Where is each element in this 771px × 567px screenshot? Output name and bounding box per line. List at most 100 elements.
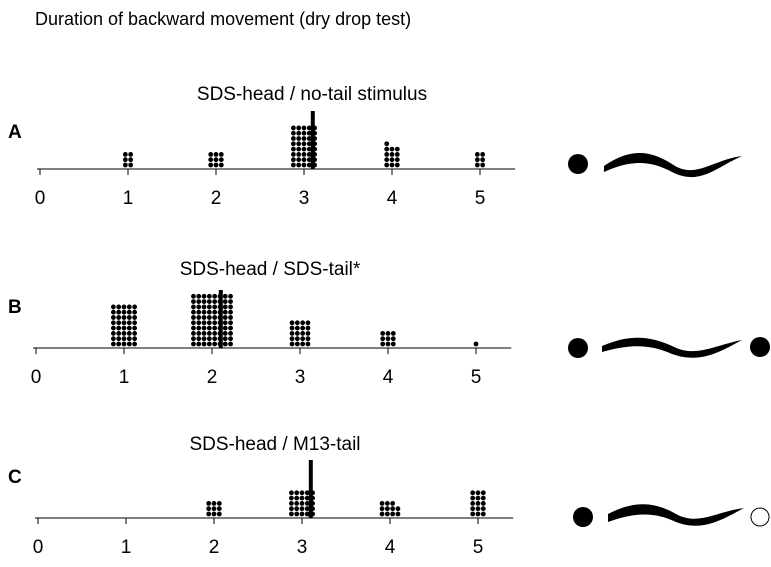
dot	[122, 320, 127, 325]
dot	[380, 512, 385, 517]
dot	[116, 342, 121, 347]
dot	[127, 331, 132, 336]
dot	[300, 490, 305, 495]
dot	[196, 342, 201, 347]
dot	[127, 336, 132, 341]
dot	[206, 506, 211, 511]
dot	[223, 305, 228, 310]
dot	[202, 331, 207, 336]
dot	[391, 331, 396, 336]
dot	[390, 157, 395, 162]
dot	[191, 305, 196, 310]
dot	[196, 305, 201, 310]
dot	[122, 315, 127, 320]
dot-stack	[111, 305, 137, 347]
dot	[122, 336, 127, 341]
dot	[212, 342, 217, 347]
dot	[223, 310, 228, 315]
dot	[481, 501, 486, 506]
x-tick-label: 1	[121, 537, 132, 558]
dot	[300, 326, 305, 331]
dot	[391, 342, 396, 347]
dot	[390, 152, 395, 157]
dot	[384, 152, 389, 157]
dot	[470, 496, 475, 501]
dot-stack	[475, 152, 485, 167]
dot	[384, 157, 389, 162]
dot	[196, 326, 201, 331]
dot	[127, 315, 132, 320]
dot	[302, 157, 307, 162]
panel-title: SDS-head / SDS-tail*	[180, 259, 361, 280]
dot	[122, 305, 127, 310]
dot	[390, 506, 395, 511]
dot	[202, 299, 207, 304]
dot	[380, 331, 385, 336]
dot	[480, 163, 485, 168]
dot	[132, 331, 137, 336]
dot	[212, 320, 217, 325]
dot-stack	[290, 320, 311, 346]
x-tick-label: 0	[31, 367, 42, 388]
dot	[196, 331, 201, 336]
dot	[223, 326, 228, 331]
x-tick-label: 4	[383, 367, 394, 388]
dot	[122, 331, 127, 336]
dot	[380, 336, 385, 341]
dot	[300, 336, 305, 341]
dot	[228, 299, 233, 304]
dot	[296, 141, 301, 146]
dot	[296, 157, 301, 162]
dot	[300, 496, 305, 501]
dot	[207, 315, 212, 320]
dot	[223, 331, 228, 336]
dot	[207, 294, 212, 299]
dot	[127, 320, 132, 325]
x-tick-label: 4	[387, 188, 398, 209]
dot-stack	[123, 152, 133, 167]
dot	[291, 157, 296, 162]
dot	[476, 512, 481, 517]
dot	[123, 163, 128, 168]
dot-stack	[191, 294, 233, 347]
dot	[481, 496, 486, 501]
dot	[111, 310, 116, 315]
dot	[302, 131, 307, 136]
dot	[290, 331, 295, 336]
dot	[217, 506, 222, 511]
dot	[475, 152, 480, 157]
dot	[212, 501, 217, 506]
dot	[296, 147, 301, 152]
dot	[296, 136, 301, 141]
dot	[296, 152, 301, 157]
dot	[386, 331, 391, 336]
dot	[212, 512, 217, 517]
dot	[294, 506, 299, 511]
dot	[395, 157, 400, 162]
dot	[123, 152, 128, 157]
dot	[212, 326, 217, 331]
dot	[132, 336, 137, 341]
dot	[306, 336, 311, 341]
dot	[212, 331, 217, 336]
x-tick-label: 3	[297, 537, 308, 558]
dot	[228, 331, 233, 336]
dot	[306, 320, 311, 325]
dot	[202, 315, 207, 320]
figure: Duration of backward movement (dry drop …	[0, 0, 771, 567]
dot	[306, 331, 311, 336]
dot	[206, 512, 211, 517]
dot	[228, 310, 233, 315]
dot	[291, 147, 296, 152]
dot	[217, 501, 222, 506]
dot	[390, 512, 395, 517]
x-tick-label: 2	[211, 188, 222, 209]
dot	[296, 163, 301, 168]
dot	[214, 157, 219, 162]
dot	[223, 336, 228, 341]
dot	[289, 490, 294, 495]
dot	[291, 163, 296, 168]
dot	[391, 336, 396, 341]
dot	[116, 331, 121, 336]
dot	[111, 336, 116, 341]
